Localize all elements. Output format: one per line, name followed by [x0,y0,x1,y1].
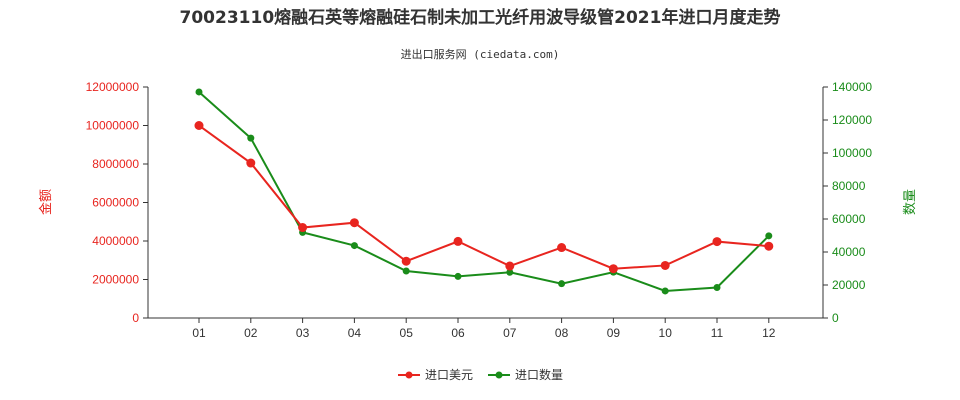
data-point [401,256,411,266]
x-tick-label: 06 [451,326,465,340]
x-tick-label: 01 [192,326,206,340]
x-tick-label: 05 [400,326,414,340]
x-tick-label: 08 [555,326,569,340]
data-point [349,218,359,228]
data-point [454,272,462,280]
right-tick-label: 20000 [832,278,866,292]
left-tick-label: 12000000 [86,80,140,94]
data-point [350,242,358,250]
left-tick-label: 6000000 [92,196,139,210]
data-point [660,260,670,270]
series-import-quantity [195,88,773,295]
left-tick-label: 4000000 [92,234,139,248]
right-tick-label: 80000 [832,179,866,193]
right-tick-label: 140000 [832,80,872,94]
x-tick-label: 09 [607,326,621,340]
left-tick-label: 0 [132,311,139,325]
legend-swatch-marker [495,371,503,379]
x-tick-label: 11 [711,326,724,340]
chart-subtitle: 进出口服务网 (ciedata.com) [401,47,560,61]
data-point [661,287,669,295]
right-axis-ticks: 0 20000 40000 60000 80000 100000 120000 140000 [823,80,872,325]
x-tick-label: 12 [762,326,776,340]
chart-title: 70023110熔融石英等熔融硅石制未加工光纤用波导级管2021年进口月度走势 [180,7,781,28]
data-point [505,261,515,271]
data-point [194,121,204,130]
data-point [246,158,256,168]
data-point [557,243,567,253]
x-tick-label: 04 [348,326,362,340]
left-tick-label: 8000000 [92,157,139,171]
data-point [195,88,203,96]
series-import-value [194,121,774,274]
data-point [402,267,410,275]
data-point [298,223,308,233]
left-axis-ticks: 0 2000000 4000000 6000000 8000000 10000000 120… [86,80,148,325]
legend: 进口美元 进口数量 [398,367,563,382]
data-point [764,241,774,251]
data-point [713,283,721,291]
data-point [453,236,463,246]
left-tick-label: 2000000 [92,273,139,287]
legend-label: 进口美元 [425,368,473,382]
data-point [765,232,773,240]
left-axis-label: 金额 [38,189,54,215]
x-tick-label: 02 [244,326,258,340]
legend-label: 进口数量 [515,367,563,382]
series-line [198,91,770,292]
right-axis-label: 数量 [903,189,918,215]
right-tick-label: 100000 [832,146,872,160]
legend-swatch-marker [405,371,413,379]
series-layer [194,88,774,295]
data-point [506,268,514,276]
data-point [712,237,722,247]
series-line [198,124,769,270]
legend-item: 进口美元 [398,368,473,382]
data-point [608,264,618,274]
right-tick-label: 40000 [832,245,866,259]
x-tick-label: 07 [503,326,517,340]
right-tick-label: 0 [832,311,839,325]
x-tick-label: 03 [296,326,310,340]
x-axis-ticks: 01 02 03 04 05 06 07 08 09 10 11 12 [192,318,776,340]
left-tick-label: 10000000 [86,119,140,133]
right-tick-label: 60000 [832,212,866,226]
x-tick-label: 10 [659,326,673,340]
legend-item: 进口数量 [488,367,563,382]
right-tick-label: 120000 [832,113,872,127]
data-point [558,280,566,288]
data-point [247,134,255,142]
